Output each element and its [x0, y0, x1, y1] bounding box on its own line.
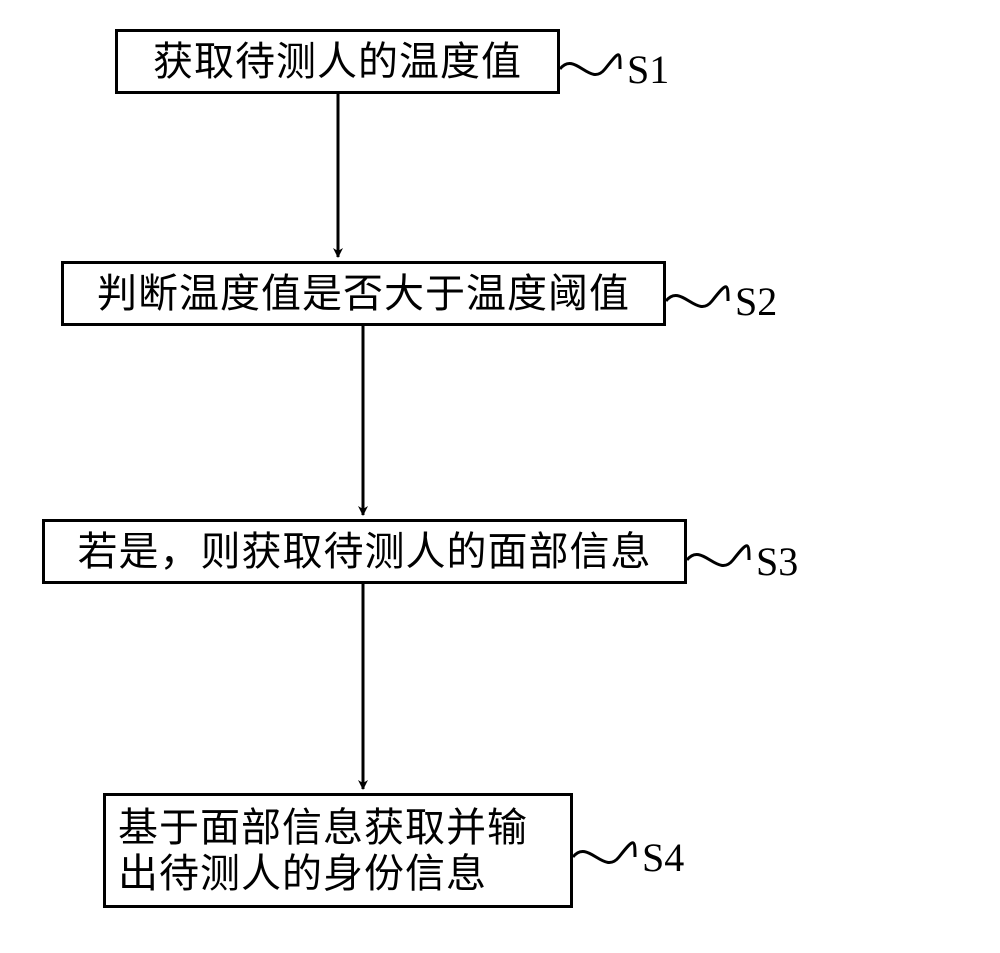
flow-node-s1: 获取待测人的温度值 — [115, 29, 560, 94]
step-label-s1: S1 — [627, 46, 669, 93]
step-label-s4: S4 — [642, 834, 684, 881]
squiggle-s2 — [666, 287, 728, 307]
flow-node-s3-text: 若是，则获取待测人的面部信息 — [78, 529, 652, 575]
flow-node-s4-text: 基于面部信息获取并输 出待测人的身份信息 — [118, 805, 528, 897]
flow-node-s1-text: 获取待测人的温度值 — [153, 39, 522, 85]
flow-node-s4: 基于面部信息获取并输 出待测人的身份信息 — [103, 793, 573, 908]
squiggle-s4 — [573, 843, 635, 863]
squiggle-s3 — [687, 546, 749, 566]
step-label-s3: S3 — [756, 538, 798, 585]
flow-node-s2-text: 判断温度值是否大于温度阈值 — [97, 271, 630, 317]
step-label-s2: S2 — [735, 278, 777, 325]
flow-node-s3: 若是，则获取待测人的面部信息 — [42, 519, 687, 584]
flowchart-canvas: 获取待测人的温度值 判断温度值是否大于温度阈值 若是，则获取待测人的面部信息 基… — [0, 0, 1000, 953]
flow-node-s2: 判断温度值是否大于温度阈值 — [61, 261, 666, 326]
squiggle-s1 — [560, 55, 620, 75]
